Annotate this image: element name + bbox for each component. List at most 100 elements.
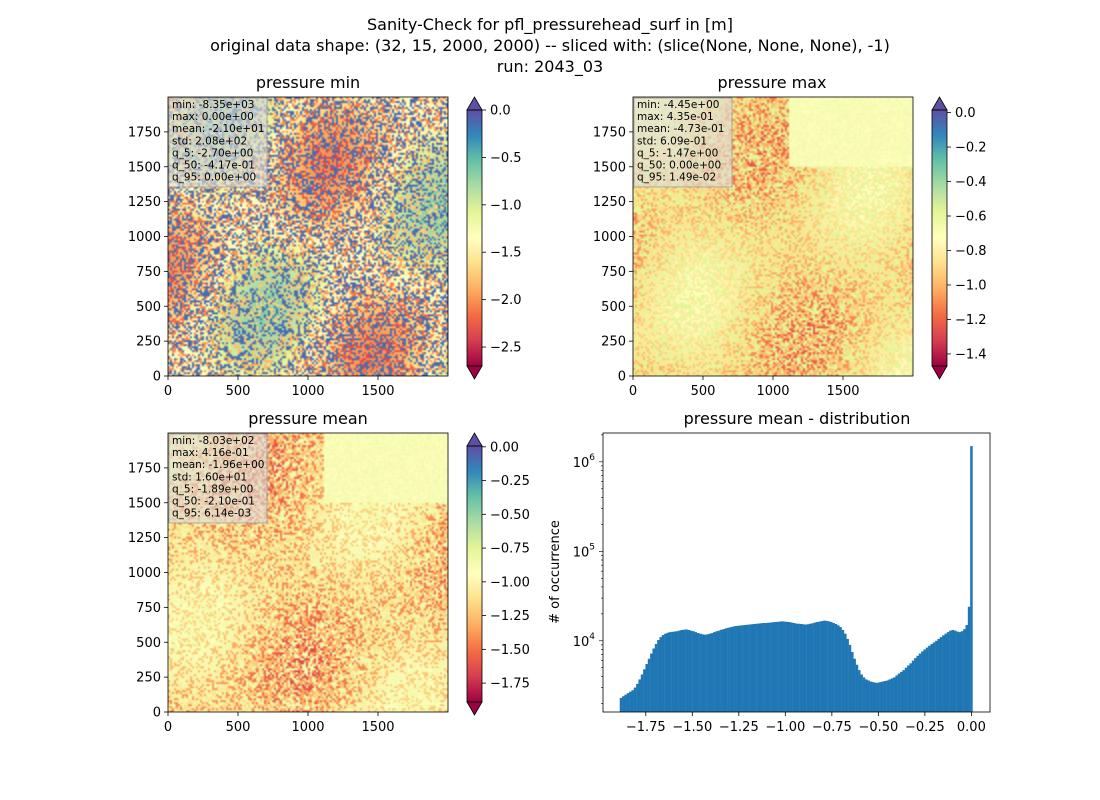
x-tick-label: 0 <box>164 720 172 735</box>
histogram-bar <box>918 653 922 712</box>
histogram-bar <box>851 651 854 712</box>
histogram-bar <box>680 629 684 712</box>
histogram-bar <box>722 629 726 712</box>
colorbar-tick-label: −1.5 <box>490 246 522 261</box>
histogram-bar <box>654 644 658 712</box>
y-tick-label: 750 <box>136 601 161 616</box>
histogram-bar <box>799 624 803 712</box>
y-tick-label: 1250 <box>128 531 161 546</box>
stats-line: q_5: -1.89e+00 <box>172 483 253 495</box>
histogram-bar <box>619 697 623 712</box>
panel-title: pressure min <box>256 73 360 92</box>
histogram-bar <box>694 632 698 712</box>
x-tick-label: −1.50 <box>672 720 712 735</box>
y-tick-label: 1250 <box>593 195 626 210</box>
histogram-bar <box>780 621 784 712</box>
histogram-bar <box>629 691 632 712</box>
colorbar-tick-label: −0.6 <box>955 210 987 225</box>
histogram-bar <box>689 630 693 712</box>
stats-line: q_95: 6.14e-03 <box>172 508 251 520</box>
heatmap-panel-pressure-min: pressure min 0 500 1000 1500 0 250 500 750 1000 1… <box>128 73 522 399</box>
histogram-bar <box>818 621 821 712</box>
y-tick-label: 1000 <box>128 230 161 245</box>
x-tick-label: −0.25 <box>905 720 945 735</box>
histogram-bar <box>907 665 910 712</box>
histogram-bar <box>622 696 625 712</box>
histogram-bar <box>909 663 912 712</box>
colorbar-tick-label: 0.0 <box>955 106 976 121</box>
histogram-bar <box>673 631 677 712</box>
stats-line: mean: -4.73e-01 <box>637 123 724 135</box>
stats-line: q_95: 0.00e+00 <box>172 172 256 184</box>
colorbar-tick-label: −1.00 <box>490 575 530 590</box>
histogram-bar <box>822 620 826 712</box>
histogram-bar <box>855 664 859 712</box>
x-tick-label: 500 <box>226 720 251 735</box>
histogram-bar <box>643 669 646 712</box>
histogram-bar <box>771 622 775 712</box>
y-tick-label: 750 <box>136 265 161 280</box>
figure-title-line3: run: 2043_03 <box>497 57 603 77</box>
histogram-bar <box>736 625 740 712</box>
histogram-bar <box>837 625 840 712</box>
colorbar-tick-label: −2.5 <box>490 341 522 356</box>
histogram-bar <box>701 634 705 712</box>
y-tick-label: 0 <box>618 370 626 385</box>
stats-line: max: 0.00e+00 <box>172 111 254 123</box>
histogram-bar <box>935 640 938 712</box>
histogram-bar <box>874 682 877 712</box>
histogram-bar <box>678 630 681 712</box>
stats-box <box>168 97 268 188</box>
histogram-bar <box>738 625 742 712</box>
stats-line: min: -8.35e+03 <box>172 99 254 111</box>
stats-line: min: -8.03e+02 <box>172 435 254 447</box>
colorbar-frame <box>466 109 483 367</box>
stats-line: q_50: 0.00e+00 <box>637 160 721 172</box>
histogram-bar <box>720 629 723 712</box>
colorbar-tick-label: −0.8 <box>955 244 987 259</box>
histogram-bar <box>956 631 959 712</box>
colorbar-extend-min <box>466 365 483 380</box>
histogram-bar <box>839 627 842 712</box>
colorbar-extend-max <box>466 432 483 447</box>
histogram-bar <box>794 623 798 712</box>
histogram-bar <box>914 658 917 712</box>
colorbar-extend-max <box>466 96 483 111</box>
colorbar-tick-label: −0.2 <box>955 141 987 156</box>
histogram-bar <box>806 624 810 712</box>
histogram-bar <box>965 625 969 712</box>
x-tick-label: 1500 <box>361 384 394 399</box>
y-tick-base: 10 <box>573 456 590 471</box>
histogram-bar <box>923 649 926 712</box>
y-tick-label: 500 <box>136 636 161 651</box>
histogram-axes-frame <box>602 432 991 713</box>
histogram-bar <box>949 630 952 712</box>
histogram-bar <box>844 633 847 712</box>
histogram-bar <box>675 631 679 712</box>
histogram-bar <box>860 674 863 712</box>
colorbar-tick-label: −0.50 <box>490 508 530 523</box>
histogram-bar <box>970 446 973 712</box>
histogram-bar <box>815 622 819 712</box>
y-tick-label: 1500 <box>593 160 626 175</box>
histogram-bar <box>776 621 779 712</box>
histogram-bar <box>902 670 905 712</box>
histogram-bar <box>958 632 962 712</box>
stats-line: min: -4.45e+00 <box>637 99 719 111</box>
colorbar-tick-label: −0.4 <box>955 175 987 190</box>
y-tick-label: 500 <box>601 300 626 315</box>
heatmap-panel-pressure-mean: pressure mean 0 500 1000 1500 0 250 500 750 1000… <box>128 409 530 735</box>
histogram-bar <box>708 633 712 712</box>
y-tick-label: 106 <box>573 453 596 471</box>
y-tick-label: 1500 <box>128 496 161 511</box>
colorbar-extend-min <box>466 701 483 716</box>
histogram-bar <box>699 633 702 712</box>
histogram-bar <box>925 647 929 712</box>
histogram-bar <box>797 623 800 712</box>
y-tick-label: 250 <box>136 335 161 350</box>
histogram-bar <box>734 626 737 712</box>
histogram-bar <box>787 622 791 712</box>
histogram-bar <box>759 623 763 712</box>
x-tick-label: −1.25 <box>719 720 759 735</box>
y-tick-base: 10 <box>573 635 590 650</box>
